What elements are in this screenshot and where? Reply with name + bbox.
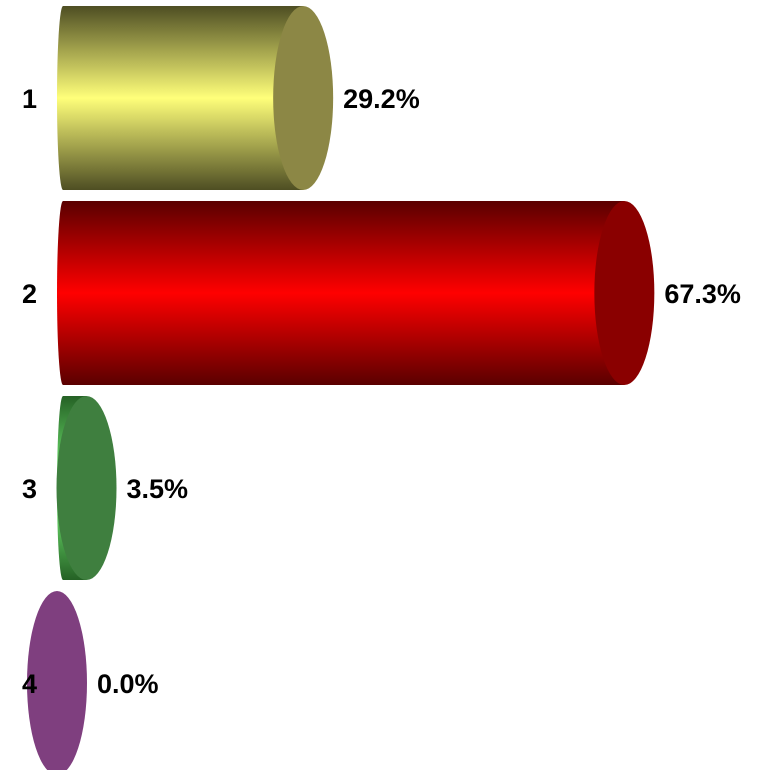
- bars-layer: 1 29.2% 2 67.3% 3 3.5% 4 0.0%: [22, 6, 741, 770]
- bar-cap-2: [594, 201, 655, 385]
- value-label-1: 29.2%: [343, 84, 420, 114]
- category-label-2: 2: [22, 279, 37, 309]
- value-label-2: 67.3%: [664, 279, 741, 309]
- bar-4: 4 0.0%: [22, 591, 159, 770]
- category-label-3: 3: [22, 474, 37, 504]
- bar-2: 2 67.3%: [22, 201, 741, 385]
- category-label-1: 1: [22, 84, 37, 114]
- bar-body-2: [57, 201, 625, 385]
- category-label-4: 4: [22, 669, 37, 699]
- bar-cap-3: [56, 396, 117, 580]
- value-label-3: 3.5%: [127, 474, 189, 504]
- bar-3: 3 3.5%: [22, 396, 188, 580]
- bar-cap-4: [27, 591, 87, 770]
- value-label-4: 0.0%: [97, 669, 159, 699]
- bar-body-1: [57, 6, 304, 190]
- bar-1: 1 29.2%: [22, 6, 420, 190]
- bar-cap-1: [273, 6, 334, 190]
